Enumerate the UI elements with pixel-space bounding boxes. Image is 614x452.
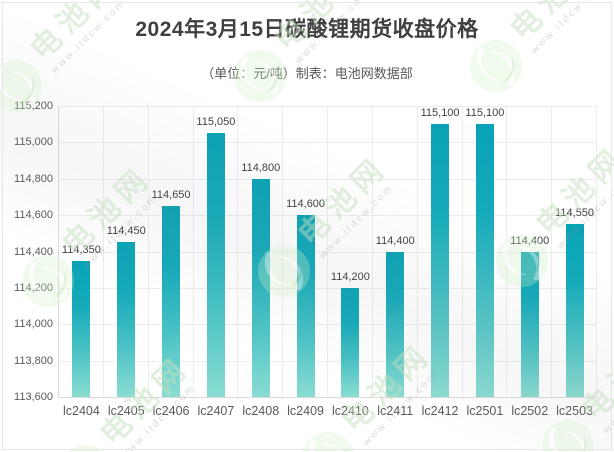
bar-value-label: 114,650	[151, 189, 191, 202]
bar-lc2501	[475, 124, 494, 397]
bar-lc2404	[72, 260, 91, 397]
y-tick-label: 114,200	[14, 281, 53, 294]
bar-value-label: 114,350	[61, 243, 101, 256]
h-gridline	[59, 360, 597, 362]
bar-lc2412	[431, 124, 450, 397]
v-gridline	[102, 106, 104, 397]
watermark-url-text: www.itdcw.com	[601, 357, 614, 437]
bar-lc2408	[251, 178, 270, 397]
y-tick-label: 114,400	[14, 245, 53, 258]
bar-value-label: 115,100	[465, 107, 505, 120]
h-gridline	[59, 287, 597, 289]
bar-value-label: 115,050	[196, 116, 236, 129]
bar-lc2407	[206, 133, 225, 397]
h-gridline	[59, 106, 597, 107]
battery-net-logo-icon	[0, 59, 43, 112]
bar-lc2410	[341, 287, 360, 397]
y-tick-label: 114,000	[14, 318, 53, 331]
bar-value-label: 115,100	[420, 107, 460, 120]
v-gridline	[506, 106, 508, 397]
x-tick-label: lc2405	[107, 404, 145, 418]
h-gridline	[59, 215, 597, 217]
bar-value-label: 114,400	[375, 234, 415, 247]
v-gridline	[416, 106, 418, 397]
v-gridline	[596, 106, 597, 397]
y-tick-label: 115,000	[14, 136, 53, 149]
bar-value-label: 114,400	[510, 234, 550, 247]
x-tick-label: lc2409	[287, 404, 324, 418]
bar-value-label: 114,550	[555, 207, 595, 220]
v-gridline	[192, 106, 194, 397]
y-tick-label: 114,600	[14, 209, 53, 222]
v-gridline	[551, 106, 553, 397]
bar-value-label: 114,600	[286, 198, 326, 211]
x-tick-label: lc2404	[62, 404, 100, 418]
x-tick-label: lc2407	[197, 404, 235, 418]
bar-lc2503	[565, 224, 584, 397]
x-tick-label: lc2503	[556, 404, 593, 418]
bar-lc2502	[520, 251, 539, 397]
y-tick-label: 114,800	[14, 172, 53, 185]
v-gridline	[237, 106, 239, 397]
x-tick-label: lc2502	[511, 404, 549, 418]
x-tick-label: lc2501	[466, 404, 504, 418]
bar-value-label: 114,450	[106, 225, 146, 238]
plot-area: 115,200 115,000 114,800 114,600 114,400 114,2…	[14, 100, 597, 418]
battery-net-logo-icon	[59, 445, 112, 452]
battery-net-logo-icon	[302, 432, 354, 452]
bar-lc2406	[162, 206, 181, 397]
bar-lc2405	[117, 242, 136, 397]
y-tick-label: 113,600	[14, 391, 53, 403]
h-gridline	[59, 142, 597, 144]
y-tick-label: 113,800	[14, 354, 53, 367]
v-gridline	[147, 106, 149, 397]
v-gridline	[327, 106, 328, 397]
h-gridline	[59, 324, 597, 326]
v-gridline	[461, 106, 463, 397]
x-tick-label: lc2408	[242, 404, 280, 418]
x-tick-label: lc2410	[331, 404, 369, 418]
v-gridline	[282, 106, 284, 397]
bar-value-label: 114,200	[330, 270, 370, 283]
x-tick-label: lc2406	[152, 404, 190, 418]
h-gridline	[59, 251, 597, 253]
x-tick-label: lc2411	[377, 404, 414, 418]
h-gridline	[59, 178, 597, 180]
bar-lc2409	[296, 215, 315, 397]
bar-lc2411	[386, 251, 405, 397]
chart-title: 2024年3月15日碳酸锂期货收盘价格	[135, 18, 479, 41]
bar-value-label: 114,800	[241, 161, 281, 174]
chart-subtitle: （单位：元/吨）制表：电池网数据部	[201, 66, 413, 81]
x-tick-label: lc2412	[421, 404, 459, 418]
v-gridline	[371, 106, 373, 397]
y-tick-label: 115,200	[14, 100, 53, 112]
